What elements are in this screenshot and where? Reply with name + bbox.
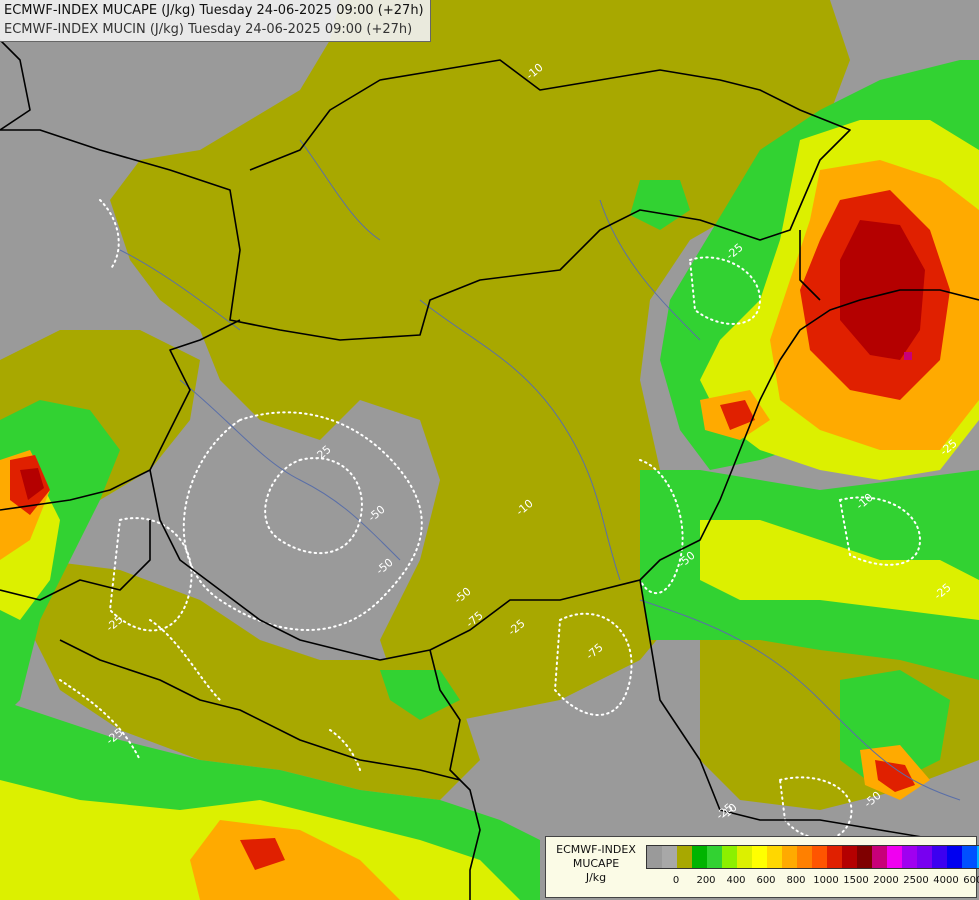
green-patch-north (630, 180, 690, 230)
cin-contour (639, 459, 684, 595)
legend-swatch (782, 846, 797, 868)
legend-swatch (647, 846, 662, 868)
legend-swatch (767, 846, 782, 868)
cin-contour (838, 496, 922, 566)
river-layer (119, 139, 961, 801)
red-patch-south (240, 838, 285, 870)
green-patch-mid (380, 670, 460, 720)
cin-contour (778, 776, 853, 840)
country-borders (0, 39, 979, 900)
legend-swatch (662, 846, 677, 868)
legend-tick: 4000 (933, 875, 959, 886)
river-line (599, 199, 701, 341)
country-border (149, 289, 979, 661)
legend-swatch (722, 846, 737, 868)
red-patch-se (875, 760, 915, 792)
river-line (419, 299, 621, 581)
legend-swatch (962, 846, 977, 868)
legend-swatch (737, 846, 752, 868)
cin-contour-layer (59, 199, 922, 840)
legend-swatch (902, 846, 917, 868)
darkred-core-east (840, 220, 925, 360)
color-legend: ECMWF-INDEX MUCAPE J/kg 0 200 400 600 800 100… (545, 836, 979, 898)
map-title-mucin: ECMWF-INDEX MUCIN (J/kg) Tuesday 24-06-2… (4, 22, 413, 37)
yellow-band-se (700, 520, 979, 620)
legend-tick: 6000 (963, 875, 979, 886)
legend-tick-labels: 0 200 400 600 800 1000 1500 2000 2500 4000 6000 (646, 875, 979, 889)
country-border (0, 319, 241, 511)
legend-swatch (872, 846, 887, 868)
legend-tick: 1500 (843, 875, 869, 886)
map-title-box: ECMWF-INDEX MUCAPE (J/kg) Tuesday 24-06-… (0, 0, 431, 42)
river-line (639, 599, 961, 801)
legend-swatch (692, 846, 707, 868)
olive-region-north (640, 0, 780, 70)
cin-contour (59, 679, 141, 761)
magenta-dot (904, 352, 912, 360)
legend-tick: 1000 (813, 875, 839, 886)
country-border (0, 39, 31, 131)
legend-unit: J/kg (585, 871, 607, 884)
legend-tick: 600 (756, 875, 776, 886)
red-patch-mid-east (720, 400, 755, 430)
map-title-mucape: ECMWF-INDEX MUCAPE (J/kg) Tuesday 24-06-… (4, 3, 424, 18)
darkred-core-west (20, 468, 44, 500)
legend-tick: 2500 (903, 875, 929, 886)
legend-swatch (857, 846, 872, 868)
cin-contour (182, 411, 423, 631)
cin-contour (264, 457, 363, 554)
country-border (799, 230, 821, 301)
legend-tick: 400 (726, 875, 746, 886)
legend-tick: 800 (786, 875, 806, 886)
legend-parameter: MUCAPE (572, 857, 620, 870)
legend-swatch (677, 846, 692, 868)
country-border (0, 59, 851, 341)
cin-contour (99, 199, 120, 271)
river-line (299, 139, 381, 241)
river-line (179, 379, 401, 561)
legend-swatch (977, 846, 979, 868)
legend-swatch (707, 846, 722, 868)
legend-swatch (797, 846, 812, 868)
country-border (0, 520, 151, 601)
cin-contour (149, 619, 221, 701)
river-line (119, 249, 241, 331)
legend-swatch (947, 846, 962, 868)
legend-color-scale (646, 845, 979, 869)
legend-swatch (917, 846, 932, 868)
olive-region-south (30, 560, 480, 800)
country-border (59, 639, 461, 781)
legend-swatch (812, 846, 827, 868)
legend-tick: 2000 (873, 875, 899, 886)
legend-tick: 200 (696, 875, 716, 886)
legend-tick: 0 (672, 875, 680, 886)
country-border (639, 579, 979, 851)
cin-contour (553, 612, 633, 716)
legend-swatch (887, 846, 902, 868)
legend-swatch (827, 846, 842, 868)
legend-swatch (932, 846, 947, 868)
legend-swatch (842, 846, 857, 868)
legend-swatch (752, 846, 767, 868)
legend-source: ECMWF-INDEX (556, 843, 636, 856)
